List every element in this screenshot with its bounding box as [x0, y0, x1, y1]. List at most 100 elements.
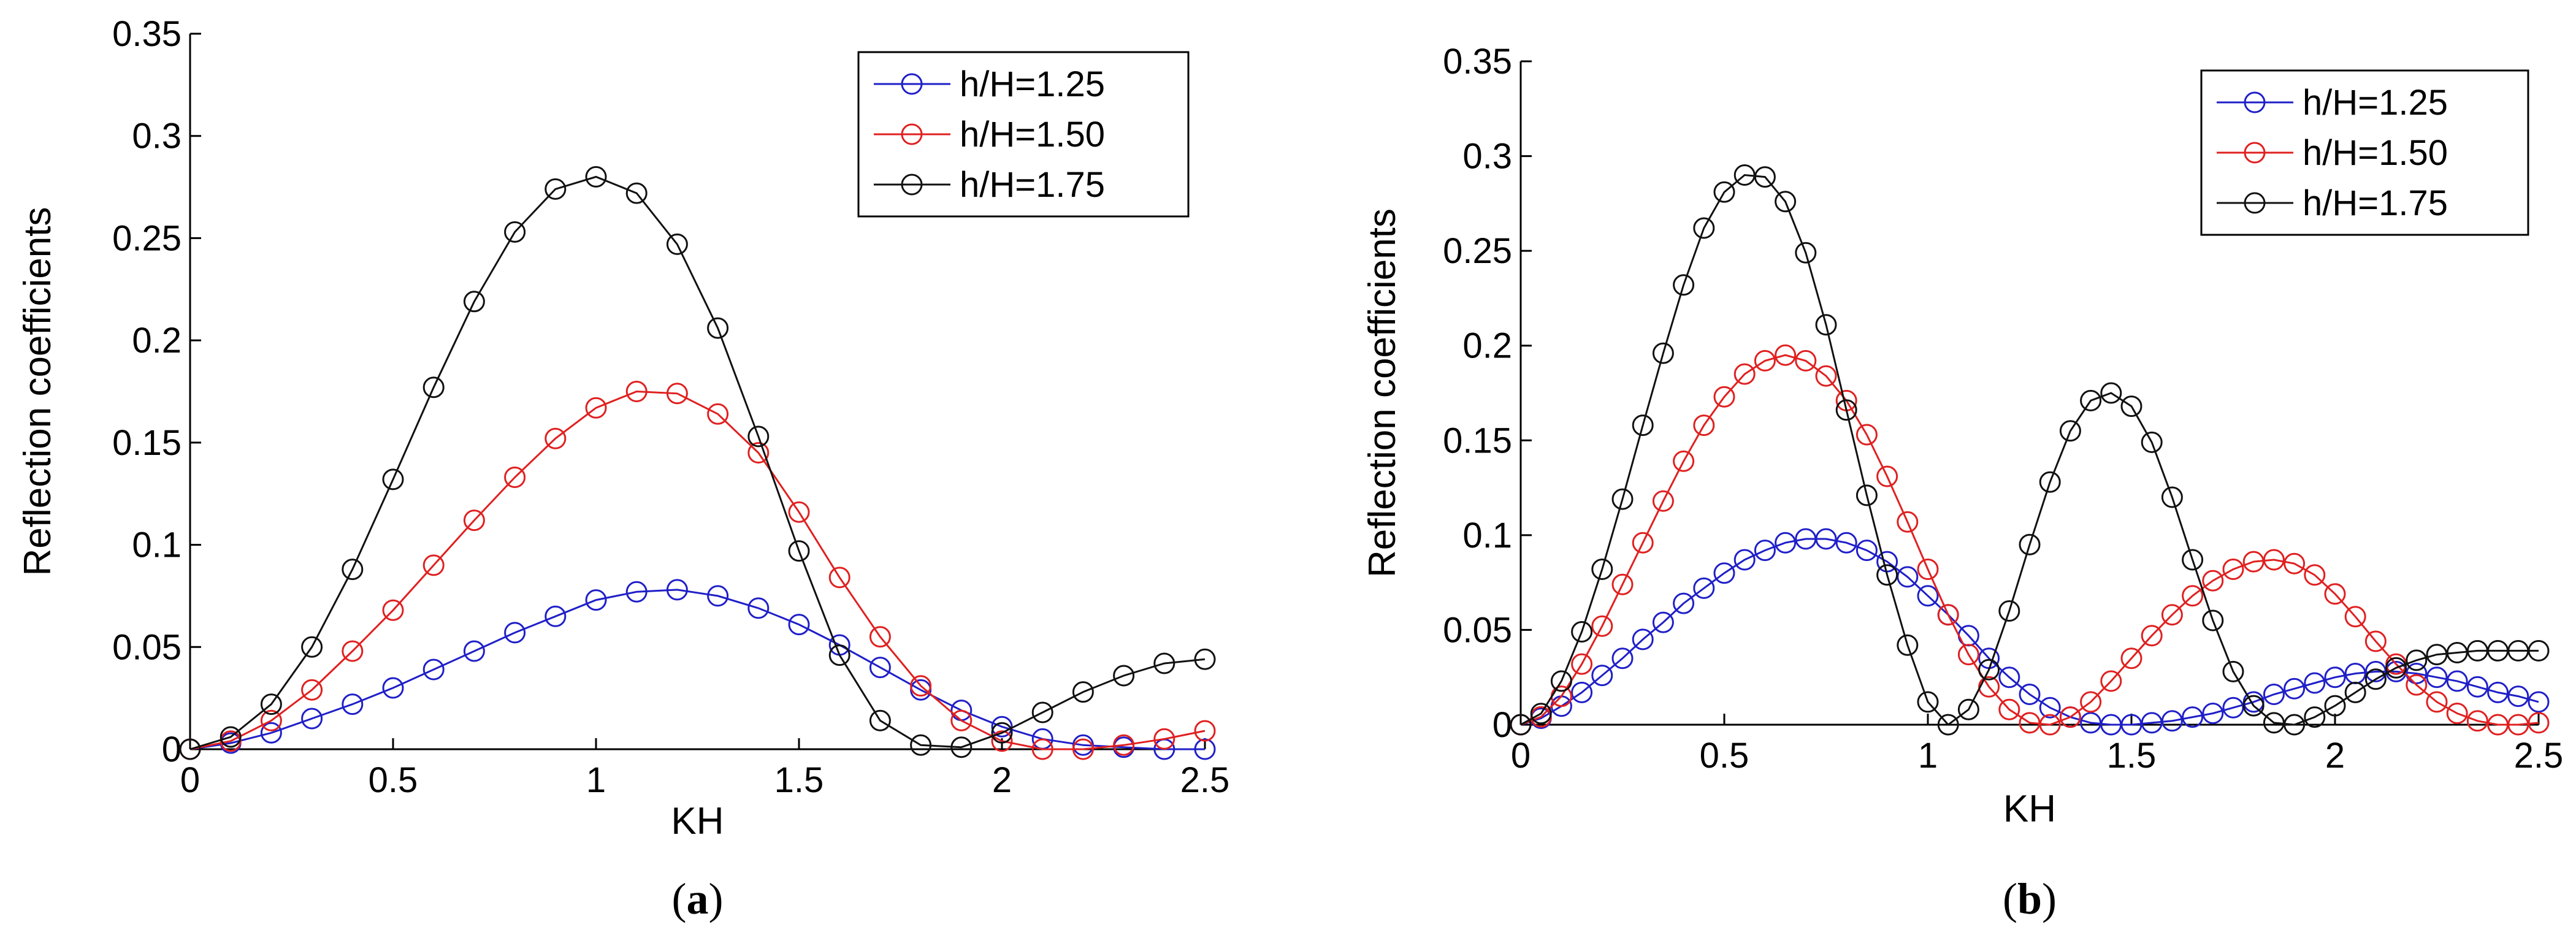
- data-point: [2039, 714, 2061, 736]
- y-tick-label: 0.1: [132, 525, 182, 565]
- data-point: [1754, 540, 1776, 562]
- data-point: [2385, 657, 2407, 679]
- data-point: [1733, 363, 1756, 385]
- panel-label: (a): [672, 874, 724, 923]
- data-point: [585, 589, 607, 611]
- x-tick-label: 2.5: [2514, 736, 2564, 776]
- legend-marker: [901, 123, 923, 145]
- data-point: [1998, 666, 2020, 689]
- data-point: [666, 579, 688, 601]
- data-point: [1031, 701, 1053, 723]
- data-point: [260, 693, 282, 716]
- data-point: [1713, 562, 1735, 584]
- x-axis-label: KH: [671, 800, 724, 842]
- data-point: [2182, 549, 2204, 571]
- series-2: [1510, 164, 2550, 736]
- x-tick-label: 1: [586, 760, 606, 800]
- panel-label-open: (: [2003, 874, 2017, 923]
- data-point: [342, 640, 364, 662]
- data-point: [1897, 634, 1919, 656]
- data-point: [1072, 738, 1094, 760]
- y-tick-label: 0.15: [112, 423, 182, 463]
- series-1: [1510, 344, 2550, 736]
- data-point: [2284, 552, 2306, 574]
- data-point: [2507, 685, 2529, 708]
- data-point: [1754, 166, 1776, 188]
- data-point: [1632, 414, 1654, 437]
- data-point: [2324, 666, 2346, 689]
- x-tick-label: 2: [992, 760, 1012, 800]
- data-point: [2466, 676, 2488, 698]
- legend-entry: h/H=1.50: [960, 115, 1105, 155]
- data-point: [1153, 728, 1175, 750]
- data-point: [910, 734, 932, 756]
- data-point: [2161, 486, 2183, 508]
- data-point: [1795, 242, 1817, 264]
- y-tick-label: 0.25: [112, 218, 182, 258]
- data-point: [2528, 639, 2550, 662]
- data-point: [463, 291, 485, 313]
- y-tick-label: 0.15: [1443, 421, 1512, 460]
- data-point: [1937, 714, 1959, 736]
- data-point: [1550, 670, 1572, 692]
- y-tick-label: 0.2: [132, 321, 182, 361]
- data-point: [1775, 191, 1797, 213]
- data-point: [342, 559, 364, 581]
- legend-marker: [901, 73, 923, 95]
- data-point: [585, 166, 607, 188]
- data-point: [342, 693, 364, 716]
- data-point: [504, 221, 526, 243]
- x-tick-label: 1.5: [2107, 736, 2157, 776]
- series-1: [179, 381, 1216, 760]
- data-point: [788, 614, 810, 636]
- data-point: [2284, 714, 2306, 736]
- data-point: [2528, 712, 2550, 734]
- data-point: [747, 426, 770, 448]
- data-point: [1815, 314, 1837, 336]
- data-point: [1611, 647, 1634, 670]
- data-point: [828, 567, 850, 589]
- data-point: [2304, 672, 2326, 694]
- y-tick-label: 0.35: [112, 14, 182, 54]
- data-point: [1917, 585, 1939, 607]
- data-point: [2528, 691, 2550, 713]
- y-tick-label: 0.05: [112, 627, 182, 667]
- data-point: [2120, 395, 2142, 418]
- x-tick-label: 2.5: [1180, 760, 1230, 800]
- data-point: [1611, 573, 1634, 595]
- data-point: [2039, 471, 2061, 493]
- data-point: [2161, 710, 2183, 732]
- data-point: [463, 509, 485, 532]
- data-point: [1591, 615, 1613, 637]
- data-point: [2141, 431, 2163, 453]
- data-point: [2080, 389, 2102, 411]
- data-point: [1775, 344, 1797, 366]
- data-point: [1632, 532, 1654, 554]
- data-point: [1194, 720, 1216, 742]
- data-point: [2344, 606, 2366, 628]
- data-point: [788, 501, 810, 523]
- data-point: [2406, 674, 2428, 696]
- data-point: [1571, 653, 1593, 675]
- data-point: [1917, 559, 1939, 580]
- legend-marker: [2244, 192, 2266, 214]
- panel-label-close: ): [709, 874, 724, 923]
- data-point: [2141, 625, 2163, 647]
- data-point: [1835, 399, 1857, 421]
- data-point: [1632, 628, 1654, 651]
- data-point: [950, 709, 973, 731]
- data-point: [1754, 349, 1776, 372]
- data-point: [1815, 528, 1837, 550]
- data-point: [260, 709, 282, 731]
- data-point: [2222, 559, 2244, 580]
- data-point: [2202, 703, 2224, 724]
- legend-entry: h/H=1.75: [2303, 183, 2448, 223]
- data-point: [2019, 533, 2041, 555]
- legend-entry: h/H=1.25: [960, 64, 1105, 104]
- data-point: [1856, 484, 1878, 506]
- legend-entry: h/H=1.25: [2303, 83, 2448, 123]
- data-point: [545, 427, 567, 449]
- data-point: [545, 605, 567, 627]
- data-point: [1733, 549, 1756, 571]
- data-point: [585, 397, 607, 419]
